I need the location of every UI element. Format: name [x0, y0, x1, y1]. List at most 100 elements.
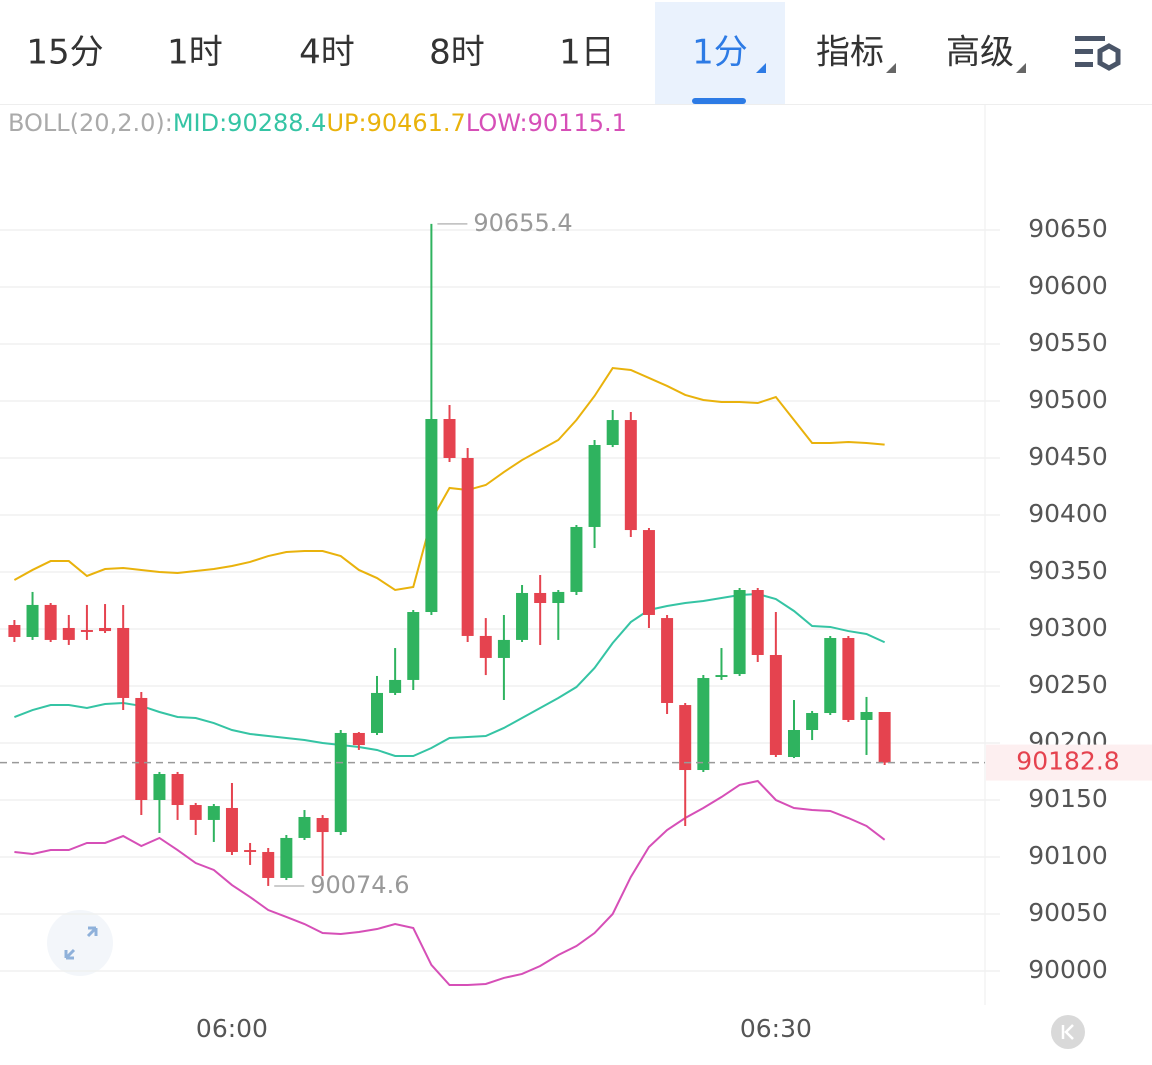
y-tick-label: 90000 [1028, 955, 1108, 984]
icon-bar [1075, 36, 1105, 41]
dropdown-arrow [886, 63, 896, 73]
y-tick-label: 90100 [1028, 841, 1108, 870]
candle-body [842, 638, 855, 720]
candle-body [588, 445, 601, 527]
legend-item: MID:90288.4 [173, 109, 327, 137]
boll-line [13, 366, 885, 592]
candle-body [697, 678, 710, 771]
y-tick-label: 90150 [1028, 784, 1108, 813]
candle-body [733, 590, 746, 675]
tab-selected-bg [655, 2, 785, 104]
y-tick-label: 90250 [1028, 670, 1108, 699]
indicator-legend: BOLL(20,2.0):MID:90288.4UP:90461.7LOW:90… [8, 109, 627, 137]
tab[interactable]: 4时 [299, 33, 355, 73]
candle-body [425, 419, 438, 613]
candle-body [860, 711, 873, 720]
candle-body [751, 590, 764, 655]
candle-body [806, 713, 819, 731]
candle-body [661, 618, 674, 703]
tab-label: 1分 [692, 33, 748, 73]
candle-body [153, 774, 166, 800]
tab-label: 指标 [816, 33, 884, 73]
candle-body [244, 850, 257, 852]
candle-body [225, 807, 238, 852]
candle-body [171, 774, 184, 806]
dropdown-arrow [1016, 63, 1026, 73]
candle-body [570, 526, 583, 592]
candle-body [135, 697, 148, 800]
tab-label: 8时 [429, 33, 485, 73]
candle-body [534, 592, 547, 604]
candle-body [26, 604, 39, 637]
candle-body [262, 851, 275, 878]
reset-icon [1061, 1024, 1074, 1040]
expand-icon [64, 926, 98, 960]
y-tick-label: 90050 [1028, 898, 1108, 927]
candle-body [352, 732, 365, 746]
button-bg [47, 910, 113, 976]
candle-body [298, 816, 311, 838]
candle-body [443, 419, 456, 458]
tab[interactable]: 1分 [655, 2, 785, 104]
candle-body [516, 592, 529, 640]
candle-body [334, 732, 347, 833]
annotation-label: 90655.4 [473, 209, 572, 237]
candle-body [407, 612, 420, 680]
candle-body [207, 806, 220, 820]
tab-indicator [692, 98, 746, 104]
tab[interactable]: 8时 [429, 33, 485, 73]
candle-body [280, 837, 293, 878]
icon-bar [1075, 62, 1093, 67]
candle-body [769, 654, 782, 755]
candle-body [80, 630, 93, 632]
y-tick-label: 90600 [1028, 271, 1108, 300]
legend-item: UP:90461.7 [326, 109, 465, 137]
candle-body [62, 627, 75, 640]
candle-body [189, 805, 202, 820]
boll-line [14, 779, 886, 987]
candle-body [461, 458, 474, 636]
candle-body [606, 420, 619, 446]
expand-button[interactable] [47, 910, 113, 976]
reset-button[interactable] [1051, 1015, 1085, 1049]
settings-icon[interactable] [1075, 36, 1121, 71]
candle-body [642, 530, 655, 615]
y-tick-label: 90550 [1028, 328, 1108, 357]
candle-body [878, 711, 891, 763]
button-bg [1051, 1015, 1085, 1049]
tab[interactable]: 1日 [559, 33, 615, 73]
candle-body [679, 705, 692, 771]
candle-body [371, 692, 383, 733]
candle-body [99, 627, 112, 632]
last-price-label: 90182.8 [1016, 747, 1119, 776]
candle-body [44, 604, 57, 640]
x-tick-label: 06:30 [740, 1014, 812, 1043]
candle-body [824, 638, 837, 714]
candle-body [552, 591, 565, 604]
candle-body [787, 730, 800, 758]
tab-label: 1时 [167, 33, 223, 73]
legend-item: LOW:90115.1 [466, 109, 627, 137]
tab[interactable]: 高级 [946, 33, 1026, 74]
tab[interactable]: 15分 [26, 33, 103, 73]
candle-body [497, 639, 510, 658]
y-tick-label: 90450 [1028, 442, 1108, 471]
tab[interactable]: 1时 [167, 33, 223, 73]
tab[interactable]: 指标 [816, 33, 896, 74]
candle-body [117, 627, 130, 698]
tab-label: 4时 [299, 33, 355, 73]
candle-body [316, 818, 329, 833]
tab-label: 1日 [559, 33, 615, 73]
last-price-bg [986, 744, 1152, 781]
candle-body [479, 635, 492, 658]
y-tick-label: 90650 [1028, 214, 1108, 243]
icon-hex [1097, 43, 1121, 71]
y-tick-label: 90500 [1028, 385, 1108, 414]
y-tick-label: 90300 [1028, 613, 1108, 642]
candle-body [8, 625, 21, 637]
candle-body [389, 679, 402, 693]
y-tick-label: 90400 [1028, 499, 1108, 528]
y-tick-label: 90350 [1028, 556, 1108, 585]
candle-body [715, 675, 728, 677]
